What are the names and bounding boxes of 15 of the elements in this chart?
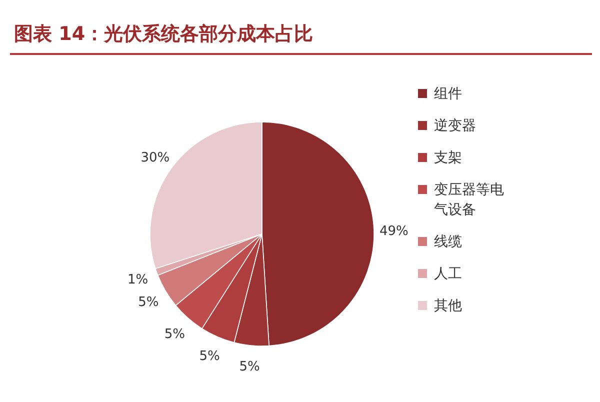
- data-label: 5%: [164, 327, 186, 342]
- legend-label: 组件: [434, 86, 462, 102]
- legend-label: 支架: [434, 150, 462, 166]
- legend-label: 人工: [434, 266, 462, 282]
- legend-label: 其他: [434, 298, 462, 314]
- data-label: 49%: [379, 224, 408, 239]
- data-label: 5%: [239, 359, 260, 374]
- legend-label: 线缆: [434, 234, 462, 250]
- data-label: 5%: [199, 349, 220, 364]
- chart-title: 图表 14：光伏系统各部分成本占比: [14, 23, 314, 45]
- data-label: 1%: [127, 272, 148, 288]
- data-label: 30%: [140, 150, 170, 166]
- legend-label: 逆变器: [434, 118, 476, 134]
- legend-label: 变压器等电气设备: [434, 182, 504, 218]
- data-label: 5%: [138, 295, 159, 310]
